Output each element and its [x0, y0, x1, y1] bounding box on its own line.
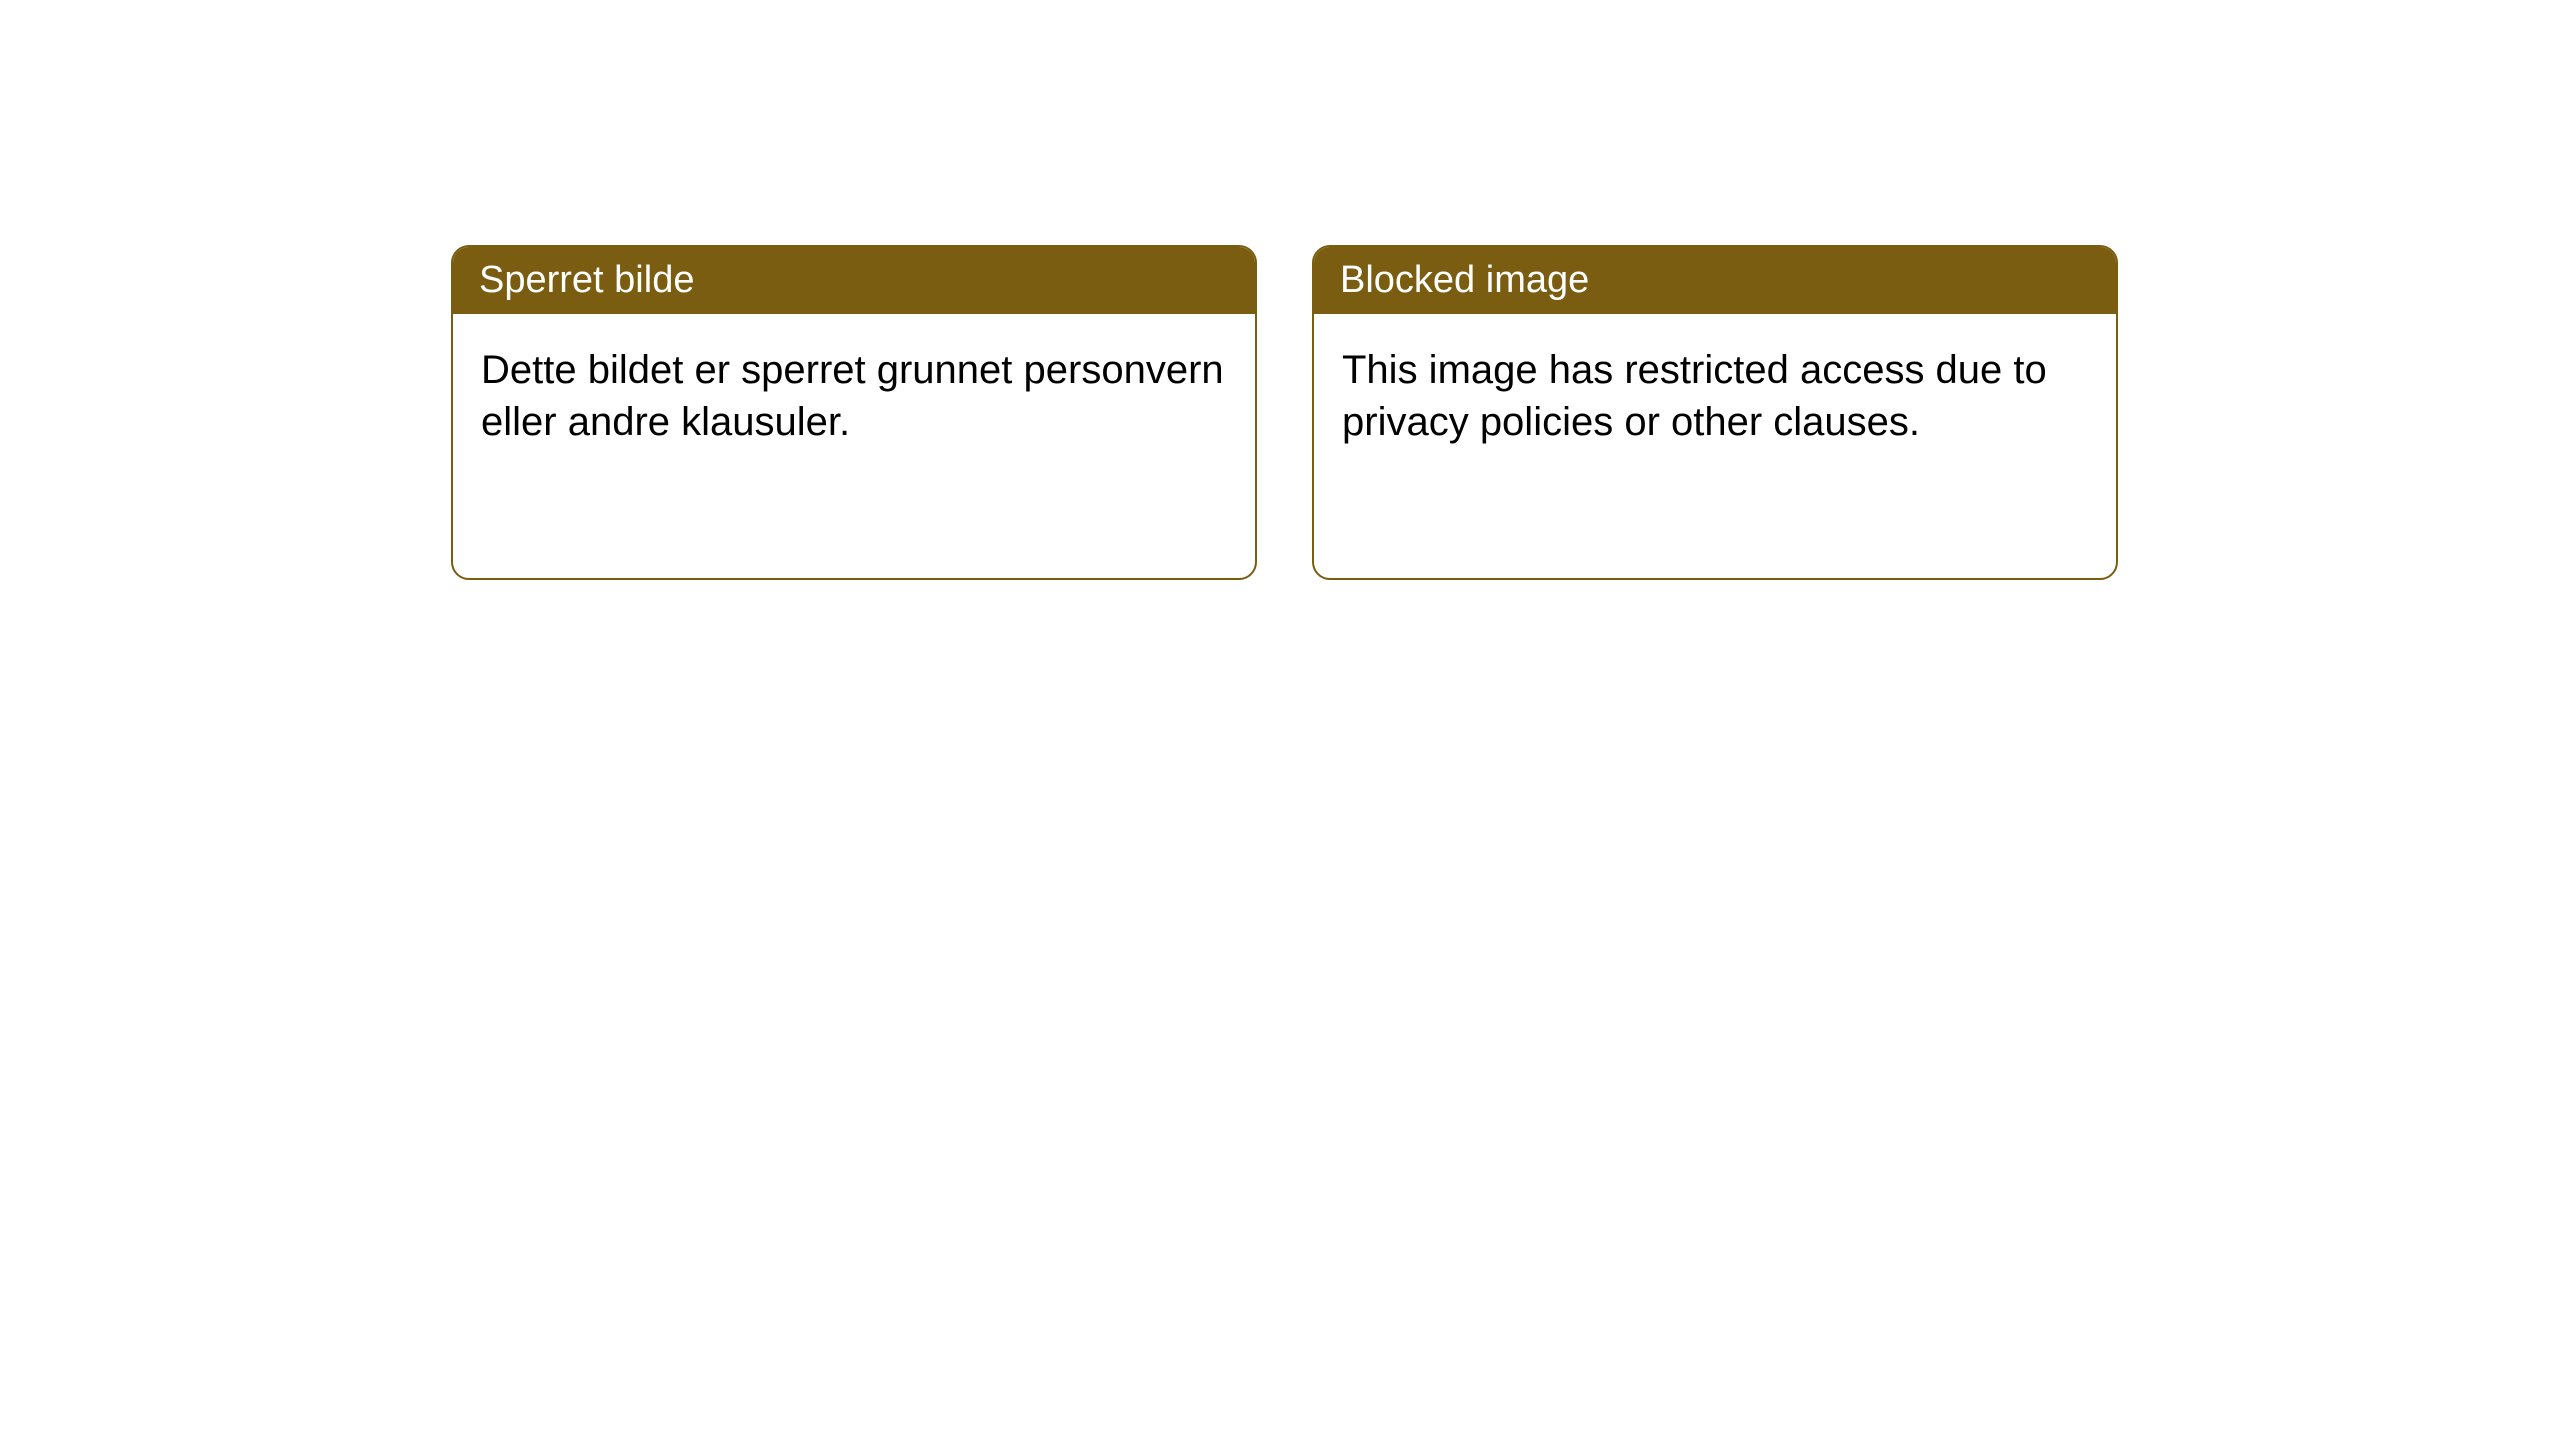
card-body: This image has restricted access due to …: [1314, 314, 2116, 478]
cards-container: Sperret bilde Dette bildet er sperret gr…: [451, 245, 2118, 580]
card-header: Blocked image: [1314, 247, 2116, 314]
card-body-text: Dette bildet er sperret grunnet personve…: [481, 348, 1224, 444]
card-header: Sperret bilde: [453, 247, 1255, 314]
card-body: Dette bildet er sperret grunnet personve…: [453, 314, 1255, 478]
card-title: Sperret bilde: [479, 259, 694, 301]
blocked-image-card-en: Blocked image This image has restricted …: [1312, 245, 2118, 580]
card-body-text: This image has restricted access due to …: [1342, 348, 2047, 444]
card-title: Blocked image: [1340, 259, 1589, 301]
blocked-image-card-no: Sperret bilde Dette bildet er sperret gr…: [451, 245, 1257, 580]
